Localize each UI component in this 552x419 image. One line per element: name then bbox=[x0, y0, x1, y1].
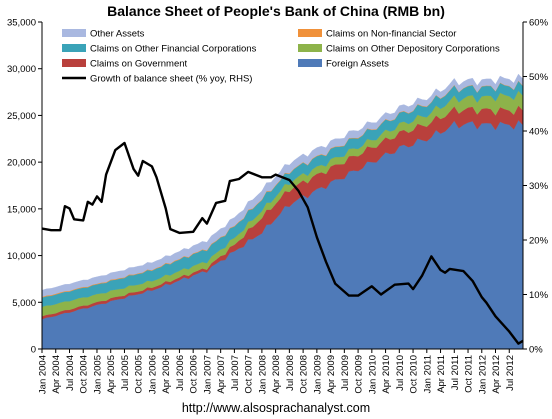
left-tick-label: 15,000 bbox=[7, 204, 36, 215]
x-tick-label: Jan 2004 bbox=[38, 355, 49, 394]
right-tick-label: 20% bbox=[529, 236, 549, 247]
legend-label-other-assets: Other Assets bbox=[90, 29, 145, 40]
x-tick-label: Apr 2008 bbox=[271, 355, 282, 394]
x-tick-label: Jan 2009 bbox=[312, 355, 323, 394]
legend-swatch-foreign-assets bbox=[298, 59, 322, 67]
right-tick-label: 60% bbox=[529, 18, 549, 29]
x-tick-label: Jan 2011 bbox=[422, 355, 433, 393]
left-tick-label: 10,000 bbox=[7, 251, 36, 262]
x-tick-label: Oct 2006 bbox=[189, 355, 200, 394]
legend-swatch-claims-on-non-financial-sector bbox=[298, 29, 322, 37]
right-tick-label: 0% bbox=[529, 345, 543, 356]
left-tick-label: 30,000 bbox=[7, 64, 36, 75]
x-tick-label: Jul 2008 bbox=[285, 355, 296, 391]
legend-swatch-claims-on-other-financial-corporations bbox=[62, 44, 86, 52]
x-tick-label: Oct 2009 bbox=[354, 355, 365, 394]
chart-title: Balance Sheet of People's Bank of China … bbox=[107, 3, 445, 19]
x-tick-label: Jul 2011 bbox=[450, 355, 461, 390]
left-tick-label: 0 bbox=[31, 345, 36, 356]
x-tick-label: Oct 2010 bbox=[409, 355, 420, 394]
legend-swatch-claims-on-other-depository-corporations bbox=[298, 44, 322, 52]
x-tick-label: Oct 2004 bbox=[79, 355, 90, 394]
x-tick-label: Jan 2007 bbox=[202, 355, 213, 394]
right-tick-label: 10% bbox=[529, 290, 549, 301]
growth-line bbox=[41, 141, 524, 345]
left-tick-label: 5,000 bbox=[12, 298, 36, 309]
x-tick-label: Oct 2008 bbox=[299, 355, 310, 394]
x-tick-label: Apr 2011 bbox=[436, 355, 447, 393]
right-tick-label: 50% bbox=[529, 72, 549, 83]
left-tick-label: 35,000 bbox=[7, 18, 36, 29]
legend-swatch-other-assets bbox=[62, 29, 86, 37]
x-tick-label: Jul 2012 bbox=[505, 355, 516, 391]
x-tick-label: Jul 2004 bbox=[65, 355, 76, 391]
left-tick-label: 25,000 bbox=[7, 111, 36, 122]
x-tick-label: Apr 2005 bbox=[106, 355, 117, 394]
legend-label-claims-on-other-depository-corporations: Claims on Other Depository Corporations bbox=[326, 44, 500, 55]
x-tick-label: Jan 2008 bbox=[257, 355, 268, 394]
x-tick-label: Jul 2010 bbox=[395, 355, 406, 391]
left-tick-label: 20,000 bbox=[7, 158, 36, 169]
x-tick-label: Jul 2009 bbox=[340, 355, 351, 391]
legend-swatch-claims-on-government bbox=[62, 59, 86, 67]
x-tick-label: Oct 2007 bbox=[244, 355, 255, 394]
x-tick-label: Apr 2009 bbox=[326, 355, 337, 394]
x-tick-label: Jan 2005 bbox=[93, 355, 104, 394]
right-tick-label: 40% bbox=[529, 127, 549, 138]
x-tick-label: Oct 2005 bbox=[134, 355, 145, 394]
x-tick-label: Apr 2010 bbox=[381, 355, 392, 394]
legend: Other Assets Claims on Non-financial Sect… bbox=[62, 29, 500, 85]
legend-label-foreign-assets: Foreign Assets bbox=[326, 59, 389, 70]
x-tick-label: Jan 2006 bbox=[147, 355, 158, 394]
x-tick-label: Apr 2012 bbox=[491, 355, 502, 394]
x-tick-label: Jul 2007 bbox=[230, 355, 241, 391]
legend-label-claims-on-other-financial-corporations: Claims on Other Financial Corporations bbox=[90, 44, 257, 55]
right-tick-label: 30% bbox=[529, 181, 549, 192]
x-tick-label: Apr 2007 bbox=[216, 355, 227, 394]
x-tick-label: Jan 2010 bbox=[367, 355, 378, 394]
legend-label-claims-on-government: Claims on Government bbox=[90, 59, 188, 70]
legend-label-claims-on-non-financial-sector: Claims on Non-financial Sector bbox=[326, 29, 456, 40]
growth-line-layer bbox=[41, 141, 524, 345]
legend-label-growth-of-balance-sheet-yoy-rhs: Growth of balance sheet (% yoy, RHS) bbox=[90, 74, 252, 85]
axes: 0 5,000 10,000 15,000 20,000 25,000 30,000 35,0… bbox=[7, 18, 549, 395]
x-tick-label: Apr 2004 bbox=[51, 355, 62, 394]
x-tick-label: Oct 2011 bbox=[464, 355, 475, 393]
x-tick-label: Apr 2006 bbox=[161, 355, 172, 394]
x-tick-label: Jul 2006 bbox=[175, 355, 186, 391]
x-tick-label: Jan 2012 bbox=[477, 355, 488, 394]
source-url: http://www.alsosprachanalyst.com bbox=[182, 401, 370, 415]
x-tick-label: Jul 2005 bbox=[120, 355, 131, 391]
